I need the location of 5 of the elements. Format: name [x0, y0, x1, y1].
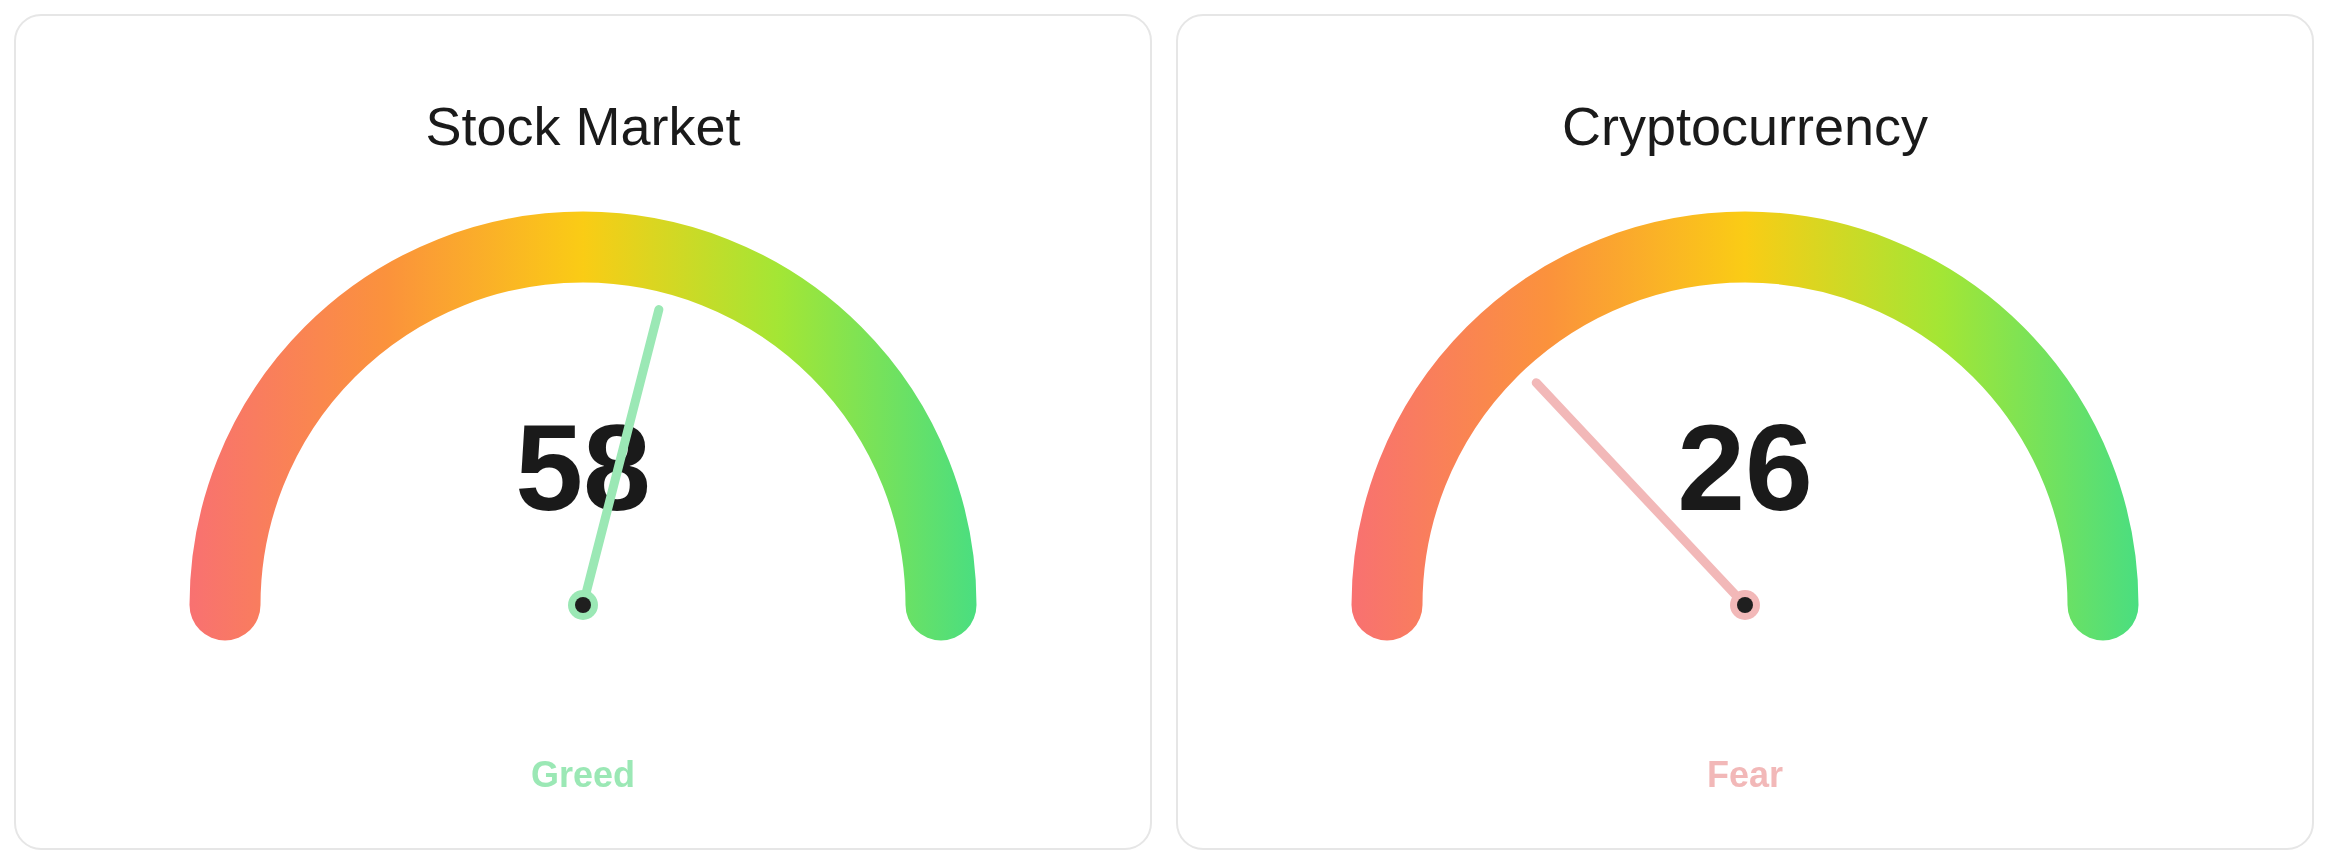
text: Stock Market	[425, 96, 741, 156]
text: Greed	[530, 754, 636, 795]
text: Cryptocurrency	[1561, 96, 1929, 156]
data-label: 26	[1677, 400, 1813, 536]
text: Fear	[1706, 754, 1784, 795]
